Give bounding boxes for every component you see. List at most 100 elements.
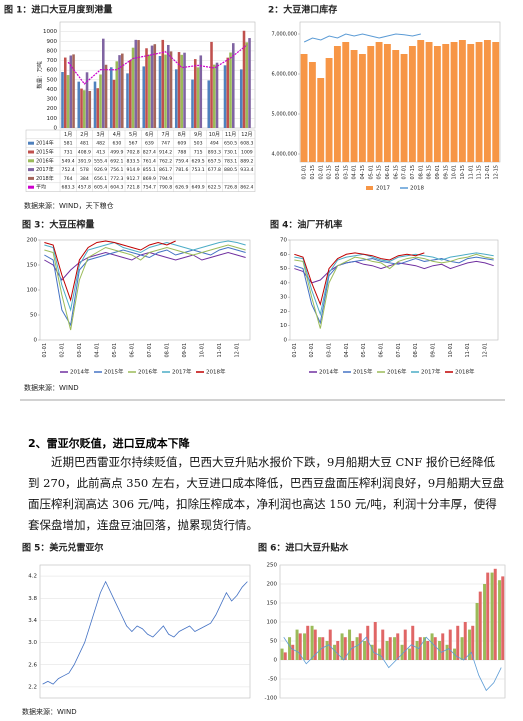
y-axis-label: 数量：万吨: [36, 61, 44, 89]
bar: [280, 648, 284, 660]
figure-title: 图 3：大豆压榨量: [22, 219, 94, 231]
x-tick-label: 06-15: [393, 165, 399, 180]
bar: [363, 641, 367, 660]
table-cell: 833.5: [127, 158, 140, 164]
bar: [441, 633, 445, 660]
bar: [378, 648, 382, 660]
line: [294, 252, 425, 306]
x-tick-label: 03-15: [343, 165, 349, 180]
bar: [350, 50, 358, 162]
bar: [396, 633, 400, 660]
y-tick-label: 100: [267, 620, 278, 626]
legend-label: 2015年: [353, 368, 373, 376]
y-tick-label: 0: [34, 338, 38, 344]
table-cell: 861.7: [159, 167, 172, 173]
legend-label: 2014年: [36, 140, 54, 147]
y-tick-label: 50: [270, 639, 277, 645]
bar: [174, 69, 178, 128]
table-header: 9月: [194, 132, 202, 138]
y-tick-label: -50: [268, 677, 277, 683]
bar: [433, 46, 441, 162]
table-cell: 731: [64, 150, 73, 156]
x-tick-label: 11-01: [465, 343, 471, 358]
x-tick-label: 05-01: [368, 165, 374, 180]
bar: [468, 629, 472, 660]
table-cell: 855.1: [143, 167, 156, 173]
bar: [358, 54, 366, 162]
legend-label: 平均: [36, 184, 46, 191]
bar: [88, 90, 92, 128]
bar: [313, 629, 317, 660]
table-cell: 499.9: [110, 150, 123, 156]
x-tick-label: 07-15: [410, 165, 416, 180]
legend-swatch: [28, 141, 34, 145]
bar: [366, 625, 370, 660]
x-tick-label: 08-01: [413, 343, 419, 358]
bar: [199, 55, 203, 129]
y-tick-label: 70: [280, 238, 287, 244]
bar: [121, 53, 124, 128]
bar: [242, 30, 246, 129]
bar: [77, 81, 81, 128]
y-tick-label: 700: [47, 58, 58, 64]
y-tick-label: 600: [47, 68, 58, 74]
table-cell: 761.4: [143, 158, 156, 164]
bar: [72, 54, 75, 128]
bar: [180, 54, 184, 128]
table-cell: 730.1: [224, 150, 237, 156]
table-cell: 753.1: [192, 167, 205, 173]
y-tick-label: 50: [280, 266, 287, 272]
line: [44, 240, 246, 312]
bar: [490, 572, 494, 660]
y-tick-label: 4.2: [28, 574, 37, 580]
bar: [460, 637, 464, 660]
bar: [291, 644, 295, 660]
bar: [109, 67, 113, 128]
x-tick-label: 10-15: [460, 165, 466, 180]
y-tick-label: 400: [47, 87, 58, 93]
x-tick-label: 05-15: [377, 165, 383, 180]
x-tick-label: 12-01: [485, 165, 491, 180]
bar: [69, 55, 73, 128]
table-cell: 649.9: [192, 185, 205, 191]
table-cell: 702.8: [127, 150, 140, 156]
table-cell: 715: [194, 150, 203, 156]
bar: [408, 648, 412, 660]
y-tick-label: 50: [30, 313, 37, 319]
legend-swatch: [28, 185, 34, 189]
x-tick-label: 03-01: [77, 343, 83, 358]
y-tick-label: 5,000,000: [272, 112, 297, 118]
bar: [191, 79, 194, 128]
line: [44, 244, 246, 331]
x-tick-label: 10-01: [199, 343, 205, 358]
table-cell: 912.7: [127, 176, 140, 182]
bar: [373, 622, 377, 660]
x-tick-label: 06-01: [379, 343, 385, 358]
section-heading: 2、雷亚尔贬值，进口豆成本下降: [28, 437, 190, 450]
y-tick-label: 4,000,000: [272, 152, 297, 158]
table-cell: 578: [80, 167, 89, 173]
bar: [229, 52, 232, 128]
bar: [102, 38, 105, 129]
bar: [215, 62, 219, 129]
bar: [193, 59, 197, 128]
bar: [66, 75, 70, 128]
table-cell: 384: [80, 176, 89, 182]
source: 数据来源：WIND，天下粮仓: [24, 201, 114, 210]
table-cell: 683.3: [62, 185, 75, 191]
y-tick-label: 250: [267, 563, 278, 569]
table-cell: 790.8: [159, 185, 172, 191]
figure-title: 图 1：进口大豆月度到港量: [4, 4, 112, 16]
bar: [492, 42, 500, 162]
table-cell: 629.5: [192, 158, 205, 164]
bar: [425, 42, 433, 162]
bar: [153, 44, 157, 128]
table-cell: 567: [129, 141, 138, 147]
bar: [82, 90, 86, 128]
table-cell: 626.9: [175, 185, 188, 191]
legend-swatch: [28, 150, 34, 154]
bar: [158, 56, 162, 128]
plot-frame: [289, 239, 499, 341]
table-header: 12月: [241, 132, 252, 138]
bar: [212, 64, 216, 128]
